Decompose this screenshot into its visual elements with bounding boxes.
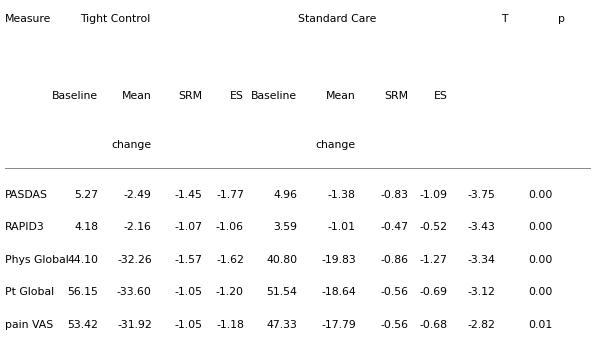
Text: 5.27: 5.27 [74,190,98,199]
Text: Baseline: Baseline [52,91,98,101]
Text: -33.60: -33.60 [117,287,152,297]
Text: pain VAS: pain VAS [5,320,53,330]
Text: T: T [501,14,508,24]
Text: -1.06: -1.06 [216,222,244,232]
Text: -1.20: -1.20 [216,287,244,297]
Text: 4.18: 4.18 [74,222,98,232]
Text: -2.82: -2.82 [467,320,495,330]
Text: -1.09: -1.09 [419,190,447,199]
Text: Standard Care: Standard Care [298,14,376,24]
Text: -3.43: -3.43 [467,222,495,232]
Text: -18.64: -18.64 [321,287,356,297]
Text: -1.07: -1.07 [174,222,202,232]
Text: -1.57: -1.57 [174,255,202,265]
Text: SRM: SRM [178,91,202,101]
Text: -32.26: -32.26 [117,255,152,265]
Text: 0.01: 0.01 [528,320,552,330]
Text: p: p [558,14,565,24]
Text: Pt Global: Pt Global [5,287,54,297]
Text: -1.05: -1.05 [174,320,202,330]
Text: -1.62: -1.62 [216,255,244,265]
Text: -1.77: -1.77 [216,190,244,199]
Text: change: change [112,140,152,150]
Text: Tight Control: Tight Control [80,14,151,24]
Text: change: change [316,140,356,150]
Text: Phys Global: Phys Global [5,255,68,265]
Text: Mean: Mean [326,91,356,101]
Text: -0.69: -0.69 [419,287,447,297]
Text: 4.96: 4.96 [274,190,298,199]
Text: 44.10: 44.10 [67,255,98,265]
Text: -3.34: -3.34 [467,255,495,265]
Text: -0.56: -0.56 [380,287,408,297]
Text: -2.49: -2.49 [124,190,152,199]
Text: -1.01: -1.01 [328,222,356,232]
Text: 0.00: 0.00 [528,255,552,265]
Text: 47.33: 47.33 [267,320,298,330]
Text: Measure: Measure [5,14,51,24]
Text: PASDAS: PASDAS [5,190,48,199]
Text: 0.00: 0.00 [528,287,552,297]
Text: -1.38: -1.38 [328,190,356,199]
Text: -0.52: -0.52 [419,222,447,232]
Text: -1.18: -1.18 [216,320,244,330]
Text: -2.16: -2.16 [124,222,152,232]
Text: ES: ES [434,91,447,101]
Text: RAPID3: RAPID3 [5,222,45,232]
Text: -1.27: -1.27 [419,255,447,265]
Text: -0.86: -0.86 [380,255,408,265]
Text: -31.92: -31.92 [117,320,152,330]
Text: 53.42: 53.42 [67,320,98,330]
Text: -19.83: -19.83 [321,255,356,265]
Text: -3.75: -3.75 [467,190,495,199]
Text: 3.59: 3.59 [274,222,298,232]
Text: -17.79: -17.79 [321,320,356,330]
Text: 56.15: 56.15 [67,287,98,297]
Text: -1.45: -1.45 [174,190,202,199]
Text: -0.83: -0.83 [380,190,408,199]
Text: Mean: Mean [122,91,152,101]
Text: -0.56: -0.56 [380,320,408,330]
Text: -0.47: -0.47 [380,222,408,232]
Text: SRM: SRM [384,91,408,101]
Text: -0.68: -0.68 [419,320,447,330]
Text: 0.00: 0.00 [528,190,552,199]
Text: -3.12: -3.12 [467,287,495,297]
Text: 0.00: 0.00 [528,222,552,232]
Text: ES: ES [230,91,244,101]
Text: -1.05: -1.05 [174,287,202,297]
Text: Baseline: Baseline [251,91,298,101]
Text: 40.80: 40.80 [267,255,298,265]
Text: 51.54: 51.54 [267,287,298,297]
